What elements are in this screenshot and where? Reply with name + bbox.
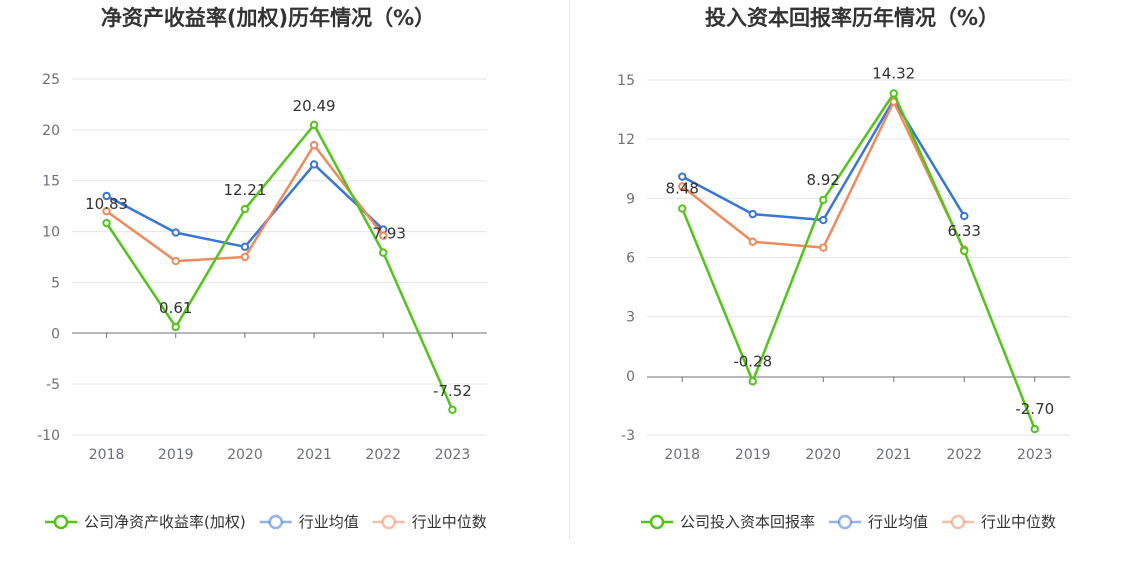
data-point[interactable] [102,191,111,201]
legend-label: 公司净资产收益率(加权) [84,513,246,531]
data-label: 0.61 [159,299,192,317]
data-label: 7.93 [373,225,406,243]
data-label: 8.48 [666,180,699,198]
legend-marker [837,514,853,530]
chart-title: 投入资本回报率历年情况（%） [705,6,999,30]
data-point[interactable] [678,182,687,191]
y-tick-label: 0 [626,369,635,385]
x-tick-label: 2022 [365,447,401,463]
chart-1: 净资产收益率(加权)历年情况（%） 25 20 15 10 5 0 -5 -10 2018 2019… [37,6,487,531]
legend-item-1[interactable]: 公司净资产收益率(加权) [45,513,246,531]
x-tick-label: 2019 [158,447,194,463]
data-point[interactable] [102,207,111,216]
data-label: -0.28 [733,352,772,370]
legend-item-1[interactable]: 公司投入资本回报率 [641,513,815,531]
data-point[interactable] [102,218,111,228]
y-tick-label: 9 [626,191,635,207]
x-tick-label: 2022 [946,447,982,463]
data-point[interactable] [1030,424,1039,434]
y-tick-label: -5 [46,377,60,393]
chart-2: 投入资本回报率历年情况（%） 15 12 9 6 3 0 -3 2018 2019 2020 2021… [617,6,1070,531]
x-tick-label: 2023 [435,447,471,463]
data-point[interactable] [889,89,898,98]
data-point[interactable] [240,252,250,262]
data-label: -7.52 [433,382,472,400]
legend-label: 行业中位数 [981,513,1056,531]
y-tick-label: -3 [621,428,635,444]
x-tick-label: 2020 [805,447,841,463]
chart-title: 净资产收益率(加权)历年情况（%） [101,6,435,30]
legend-marker [268,514,283,530]
data-point[interactable] [678,172,687,181]
data-point[interactable] [240,204,250,214]
chart-divider [569,0,570,540]
data-point[interactable] [748,237,757,246]
legend-label: 公司投入资本回报率 [680,513,815,531]
x-tick-label: 2018 [89,447,125,463]
data-point[interactable] [960,211,969,221]
legend-item-3[interactable]: 行业中位数 [942,513,1056,531]
data-point[interactable] [171,256,180,266]
legend-marker [381,514,396,530]
legend-label: 行业均值 [299,513,359,531]
y-tick-label: 15 [617,73,635,89]
data-point[interactable] [448,405,457,414]
y-tick-label: 3 [626,310,635,326]
legend-item-2[interactable]: 行业均值 [259,513,359,531]
x-tick-label: 2021 [876,447,912,463]
data-point[interactable] [171,228,180,237]
data-point[interactable] [309,140,319,150]
legend-label: 行业中位数 [412,513,487,531]
x-tick-label: 2020 [227,447,263,463]
x-tick-label: 2021 [296,447,332,463]
legend-item-2[interactable]: 行业均值 [829,513,928,531]
data-point[interactable] [240,242,250,252]
data-point[interactable] [819,215,828,225]
legend-label: 行业均值 [868,513,928,531]
y-tick-label: 25 [42,72,60,88]
data-label: 6.33 [948,222,981,240]
data-point[interactable] [819,195,828,205]
data-point[interactable] [748,377,757,386]
series-line-1 [105,123,454,411]
y-tick-label: 6 [626,251,635,267]
data-label: 12.21 [223,181,266,199]
legend-marker [649,514,665,530]
y-tick-label: 5 [51,275,60,291]
data-label: 8.92 [807,171,840,189]
y-tick-label: 0 [51,326,60,342]
data-point[interactable] [960,246,969,256]
data-point[interactable] [379,248,388,257]
data-point[interactable] [678,204,687,213]
data-label: 14.32 [872,64,915,82]
data-point[interactable] [379,231,388,240]
data-label: 10.83 [85,195,128,213]
legend-marker [53,514,69,530]
y-tick-label: -10 [37,428,60,444]
data-point[interactable] [171,322,180,332]
x-tick-label: 2023 [1017,447,1053,463]
data-point[interactable] [819,243,828,252]
data-point[interactable] [309,120,319,130]
y-tick-label: 12 [617,132,635,148]
legend-item-3[interactable]: 行业中位数 [372,513,487,531]
x-tick-label: 2019 [735,447,771,463]
series-line-1 [681,92,1036,430]
y-tick-label: 10 [42,225,60,241]
data-point[interactable] [309,160,319,169]
data-label: 20.49 [293,97,336,115]
x-tick-label: 2018 [664,447,700,463]
legend-marker [950,514,966,530]
data-label: -2.70 [1015,400,1054,418]
data-point[interactable] [748,209,757,219]
y-tick-label: 20 [42,123,60,139]
y-tick-label: 15 [42,174,60,190]
